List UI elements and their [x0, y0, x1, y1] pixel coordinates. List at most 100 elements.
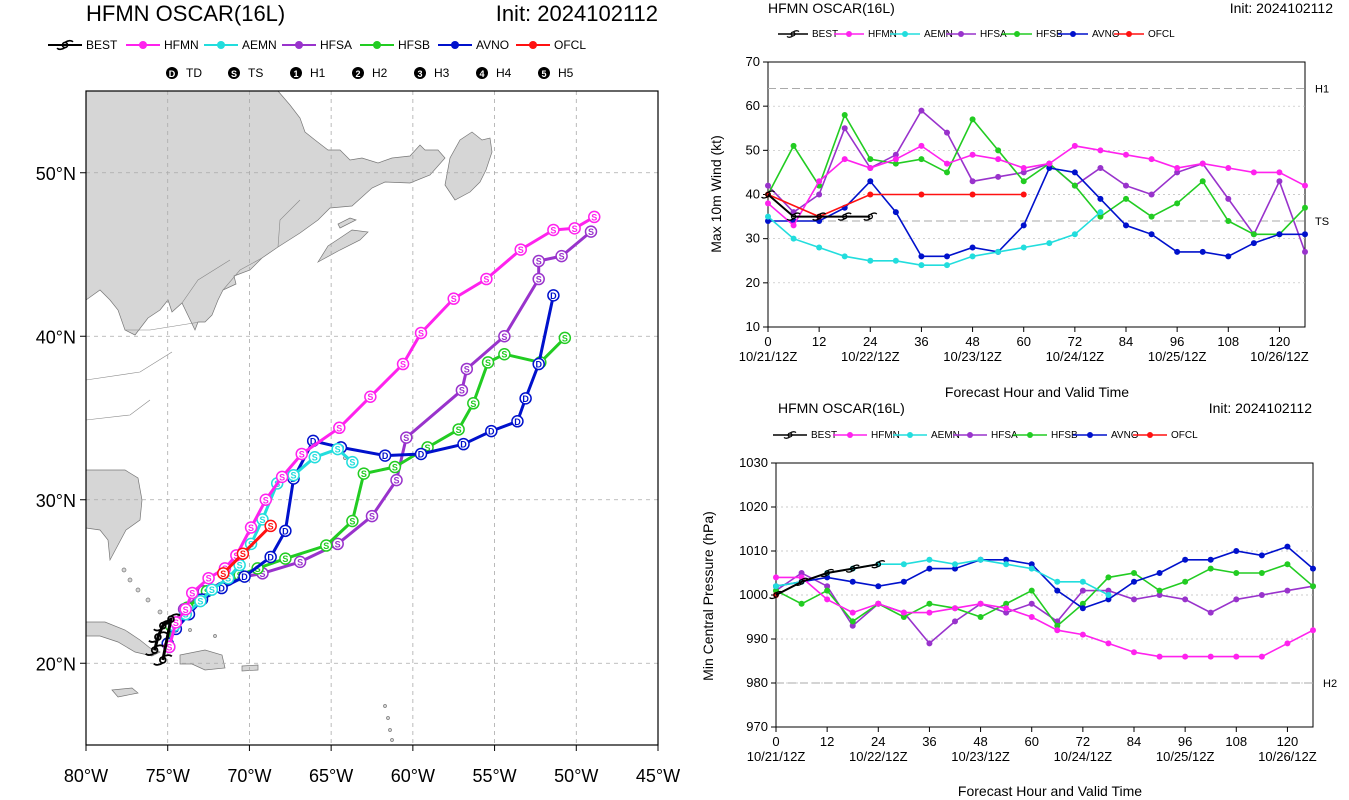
track-point-avno: [532, 357, 545, 371]
y-tick-label: 40: [746, 187, 760, 202]
best-hurricane-icon-arm: [820, 574, 828, 578]
series-point-hfsa: [918, 107, 925, 114]
map-lat-tick-label: 20°N: [36, 654, 76, 674]
track-point-symbol: S: [335, 539, 341, 549]
series-point-hfsb: [1233, 570, 1240, 576]
series-line-hfmn: [776, 576, 1314, 658]
track-point-symbol: S: [367, 392, 373, 402]
track-point-symbol: S: [173, 618, 179, 628]
series-point-avno: [875, 583, 882, 590]
intensity-symbol-h1: [290, 67, 302, 79]
series-point-avno: [1020, 222, 1027, 229]
track-point-hfmn: [275, 470, 289, 484]
best-track-hurricane-icon: [145, 644, 165, 656]
bahamas-island: [121, 567, 127, 573]
series-point-hfsb: [969, 116, 976, 123]
series-point-avno: [1310, 565, 1316, 572]
series-point-hfsa: [1276, 178, 1283, 185]
y-tick-label: 1030: [739, 455, 768, 470]
track-point-avno: [547, 289, 560, 302]
series-point-hfsa: [1123, 182, 1129, 189]
x-tick-label: 108: [1225, 734, 1247, 749]
wind-init-label: Init: 2024102112: [1230, 0, 1333, 16]
reference-label-h2: H2: [1323, 678, 1337, 690]
series-point-avno: [1225, 253, 1232, 260]
series-point-hfsa: [849, 622, 856, 629]
track-point-symbol: S: [183, 605, 189, 615]
legend-label-hfsa: HFSA: [980, 29, 1007, 40]
series-point-hfmn: [875, 600, 882, 607]
track-point-hfsb: [279, 552, 292, 565]
track-point-symbol: D: [241, 572, 248, 582]
series-point-hfsa: [1020, 169, 1027, 176]
hurricane-symbol-icon-arm: [783, 436, 791, 439]
series-point-hfsb: [995, 147, 1002, 154]
track-point-avno: [238, 570, 251, 583]
series-point-aemn: [765, 213, 771, 220]
track-point-aemn: [346, 455, 359, 469]
best-hurricane-icon-arm: [818, 212, 827, 216]
series-point-hfmn: [995, 156, 1002, 163]
series-point-avno: [892, 209, 899, 216]
best-hurricane-icon: [786, 212, 801, 221]
legend-marker-hfsa: [295, 41, 303, 49]
series-point-hfmn: [1182, 653, 1189, 660]
best-track-hurricane-icon-arm: [153, 662, 164, 666]
series-point-hfsa: [1233, 596, 1240, 603]
series-point-hfsb: [1020, 178, 1027, 185]
track-point-symbol: S: [501, 350, 507, 360]
track-point-hfsa: [532, 272, 545, 286]
track-point-symbol: S: [588, 227, 594, 237]
jamaica-land: [111, 687, 139, 698]
series-point-aemn: [1079, 578, 1086, 585]
best-track-hurricane-icon-arm: [157, 631, 168, 635]
x-tick-label: 96: [1170, 334, 1184, 349]
series-point-hfmn: [765, 200, 771, 207]
state-borders: [86, 199, 301, 421]
bahamas-island: [145, 597, 151, 603]
track-point-hfsa: [390, 473, 403, 487]
series-point-hfsb: [1199, 178, 1206, 185]
map-lon-tick-label: 65°W: [309, 766, 353, 786]
series-point-hfsb: [1207, 565, 1214, 572]
x-tick-label: 84: [1127, 734, 1141, 749]
legend-label-aemn: AEMN: [924, 29, 953, 40]
series-line-hfsb: [767, 113, 1306, 236]
series-point-hfsb: [1156, 587, 1163, 594]
wind-chart-panel: HFMN OSCAR(16L) Init: 2024102112 BEST HFM…: [708, 0, 1333, 400]
series-point-ofcl: [867, 191, 874, 198]
hurricane-symbol-icon: [786, 30, 800, 38]
bahamas-island: [157, 609, 163, 615]
series-point-aemn: [867, 257, 874, 264]
series-line-hfmn: [767, 144, 1306, 227]
track-point-symbol: S: [297, 557, 303, 567]
series-point-hfmn: [1020, 165, 1027, 171]
series-point-avno: [1105, 596, 1112, 603]
legend-marker-aemn: [907, 432, 913, 438]
best-track-hurricane-icon-arm: [153, 627, 164, 632]
x-date-label: 10/25/12Z: [1148, 349, 1207, 364]
series-point-hfmn: [1046, 160, 1053, 167]
series-line-best: [767, 193, 871, 218]
hurricane-symbol-icon-arm: [56, 46, 66, 51]
x-tick-label: 60: [1016, 334, 1030, 349]
newfoundland-land: [444, 131, 493, 201]
series-point-hfsa: [1156, 592, 1163, 598]
track-point-symbol: S: [279, 472, 285, 482]
series-point-hfmn: [1123, 151, 1129, 158]
pressure-plot: 970 980 990 1000 1010 1020 1030 0 12 24 36 48 60 72 84…: [739, 455, 1337, 764]
legend-label-avno: AVNO: [1092, 29, 1120, 40]
best-track-hurricane-icon: [153, 654, 173, 666]
legend-label-hfsb: HFSB: [1036, 29, 1063, 40]
legend-label-best: BEST: [86, 38, 118, 52]
series-point-aemn: [926, 556, 933, 563]
best-hurricane-icon-arm: [845, 570, 854, 573]
hurricane-symbol-icon-arm: [792, 30, 800, 33]
series-line-avno: [768, 167, 1305, 258]
series-point-hfsb: [900, 614, 907, 620]
series-point-hfsb: [1258, 570, 1265, 576]
series-point-hfmn: [816, 178, 823, 185]
best-hurricane-icon-arm: [794, 583, 802, 586]
x-date-label: 10/22/12Z: [841, 349, 900, 364]
